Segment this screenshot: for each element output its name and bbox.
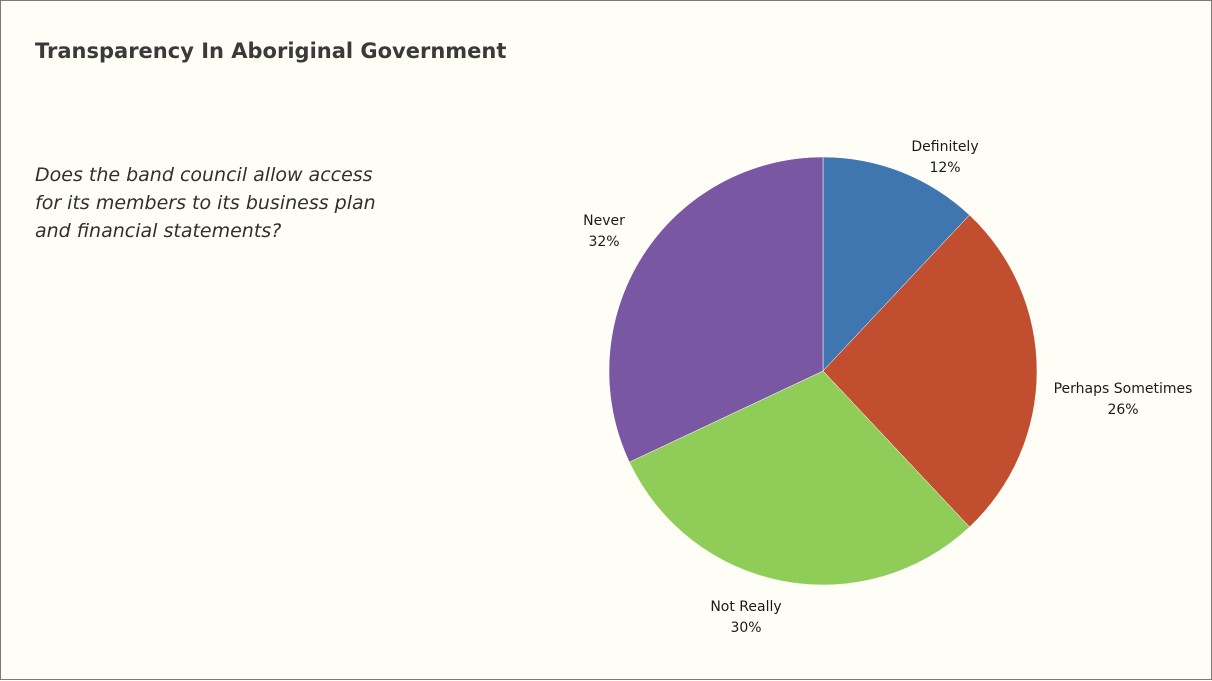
pie-slice-not-really (629, 370, 970, 586)
pie-data-label: Perhaps Sometimes 26% (1054, 381, 1193, 418)
pie-label-category: Perhaps Sometimes (1054, 381, 1193, 397)
pie-slice-definitely (822, 156, 970, 372)
pie-slice-perhaps-sometimes (822, 214, 1038, 528)
question-line: for its members to its business plan (35, 192, 376, 214)
pie-data-label: Definitely 12% (911, 139, 978, 176)
survey-question: Does the band council allow access for i… (35, 161, 475, 245)
question-line: and financial statements? (35, 220, 282, 242)
pie-slices (608, 156, 1038, 586)
pie-label-percent: 26% (1107, 402, 1138, 418)
slide-title: Transparency In Aboriginal Government (35, 39, 507, 63)
pie-label-percent: 30% (730, 620, 761, 636)
pie-label-category: Never (583, 213, 625, 229)
pie-data-label: Not Really 30% (710, 599, 781, 636)
pie-label-category: Not Really (710, 599, 781, 615)
pie-label-percent: 32% (588, 234, 619, 250)
pie-labels: Definitely 12% Perhaps Sometimes 26% Not Rea… (583, 139, 1192, 636)
pie-slice-never (608, 156, 824, 463)
pie-data-label: Never 32% (583, 213, 625, 250)
question-line: Does the band council allow access (35, 164, 373, 186)
pie-label-percent: 12% (929, 160, 960, 176)
pie-label-category: Definitely (911, 139, 978, 155)
